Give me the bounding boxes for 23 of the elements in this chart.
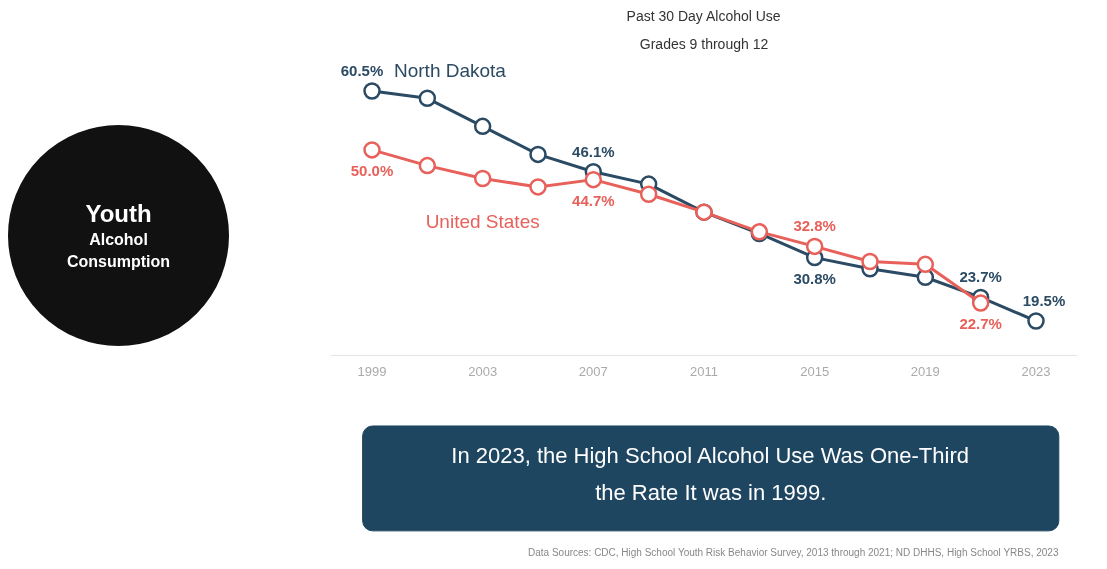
x-tick-label: 2007 (578, 363, 608, 379)
x-tick-label: 2015 (800, 363, 830, 379)
text: In 2023, the High School Alcohol Use Was One-Third the Rate It was in 1999. (451, 442, 969, 505)
text: Data Sources: CDC, High School Youth Risk Behavior Survey, 2013 through 2021; ND DHHS, High School YRBS, 2023 (527, 547, 1059, 559)
chart-title: Past 30 Day Alcohol Use (626, 7, 781, 24)
data-label: 19.5% (1022, 292, 1066, 309)
x-tick-label: 2011 (690, 363, 718, 379)
data-label: 50.0% (350, 161, 394, 179)
data-label: 44.7% (572, 191, 615, 209)
x-tick-label: 2003 (468, 363, 498, 379)
text: Youth Alcohol Consumption (66, 200, 171, 270)
data-label: 46.1% (572, 142, 615, 160)
data-label: 22.7% (959, 315, 1002, 333)
x-tick-label: 1999 (357, 363, 387, 379)
series-label: United States (425, 210, 540, 232)
data-label: 32.8% (793, 217, 836, 235)
data-label: 30.8% (793, 269, 836, 287)
x-tick-label: 2019 (910, 363, 940, 379)
data-label: 23.7% (959, 268, 1002, 286)
x-tick-label: 2023 (1021, 363, 1051, 379)
data-label: 60.5% (340, 62, 384, 79)
chart-subtitle: Grades 9 through 12 (639, 35, 769, 52)
series-label: North Dakota (394, 60, 507, 81)
